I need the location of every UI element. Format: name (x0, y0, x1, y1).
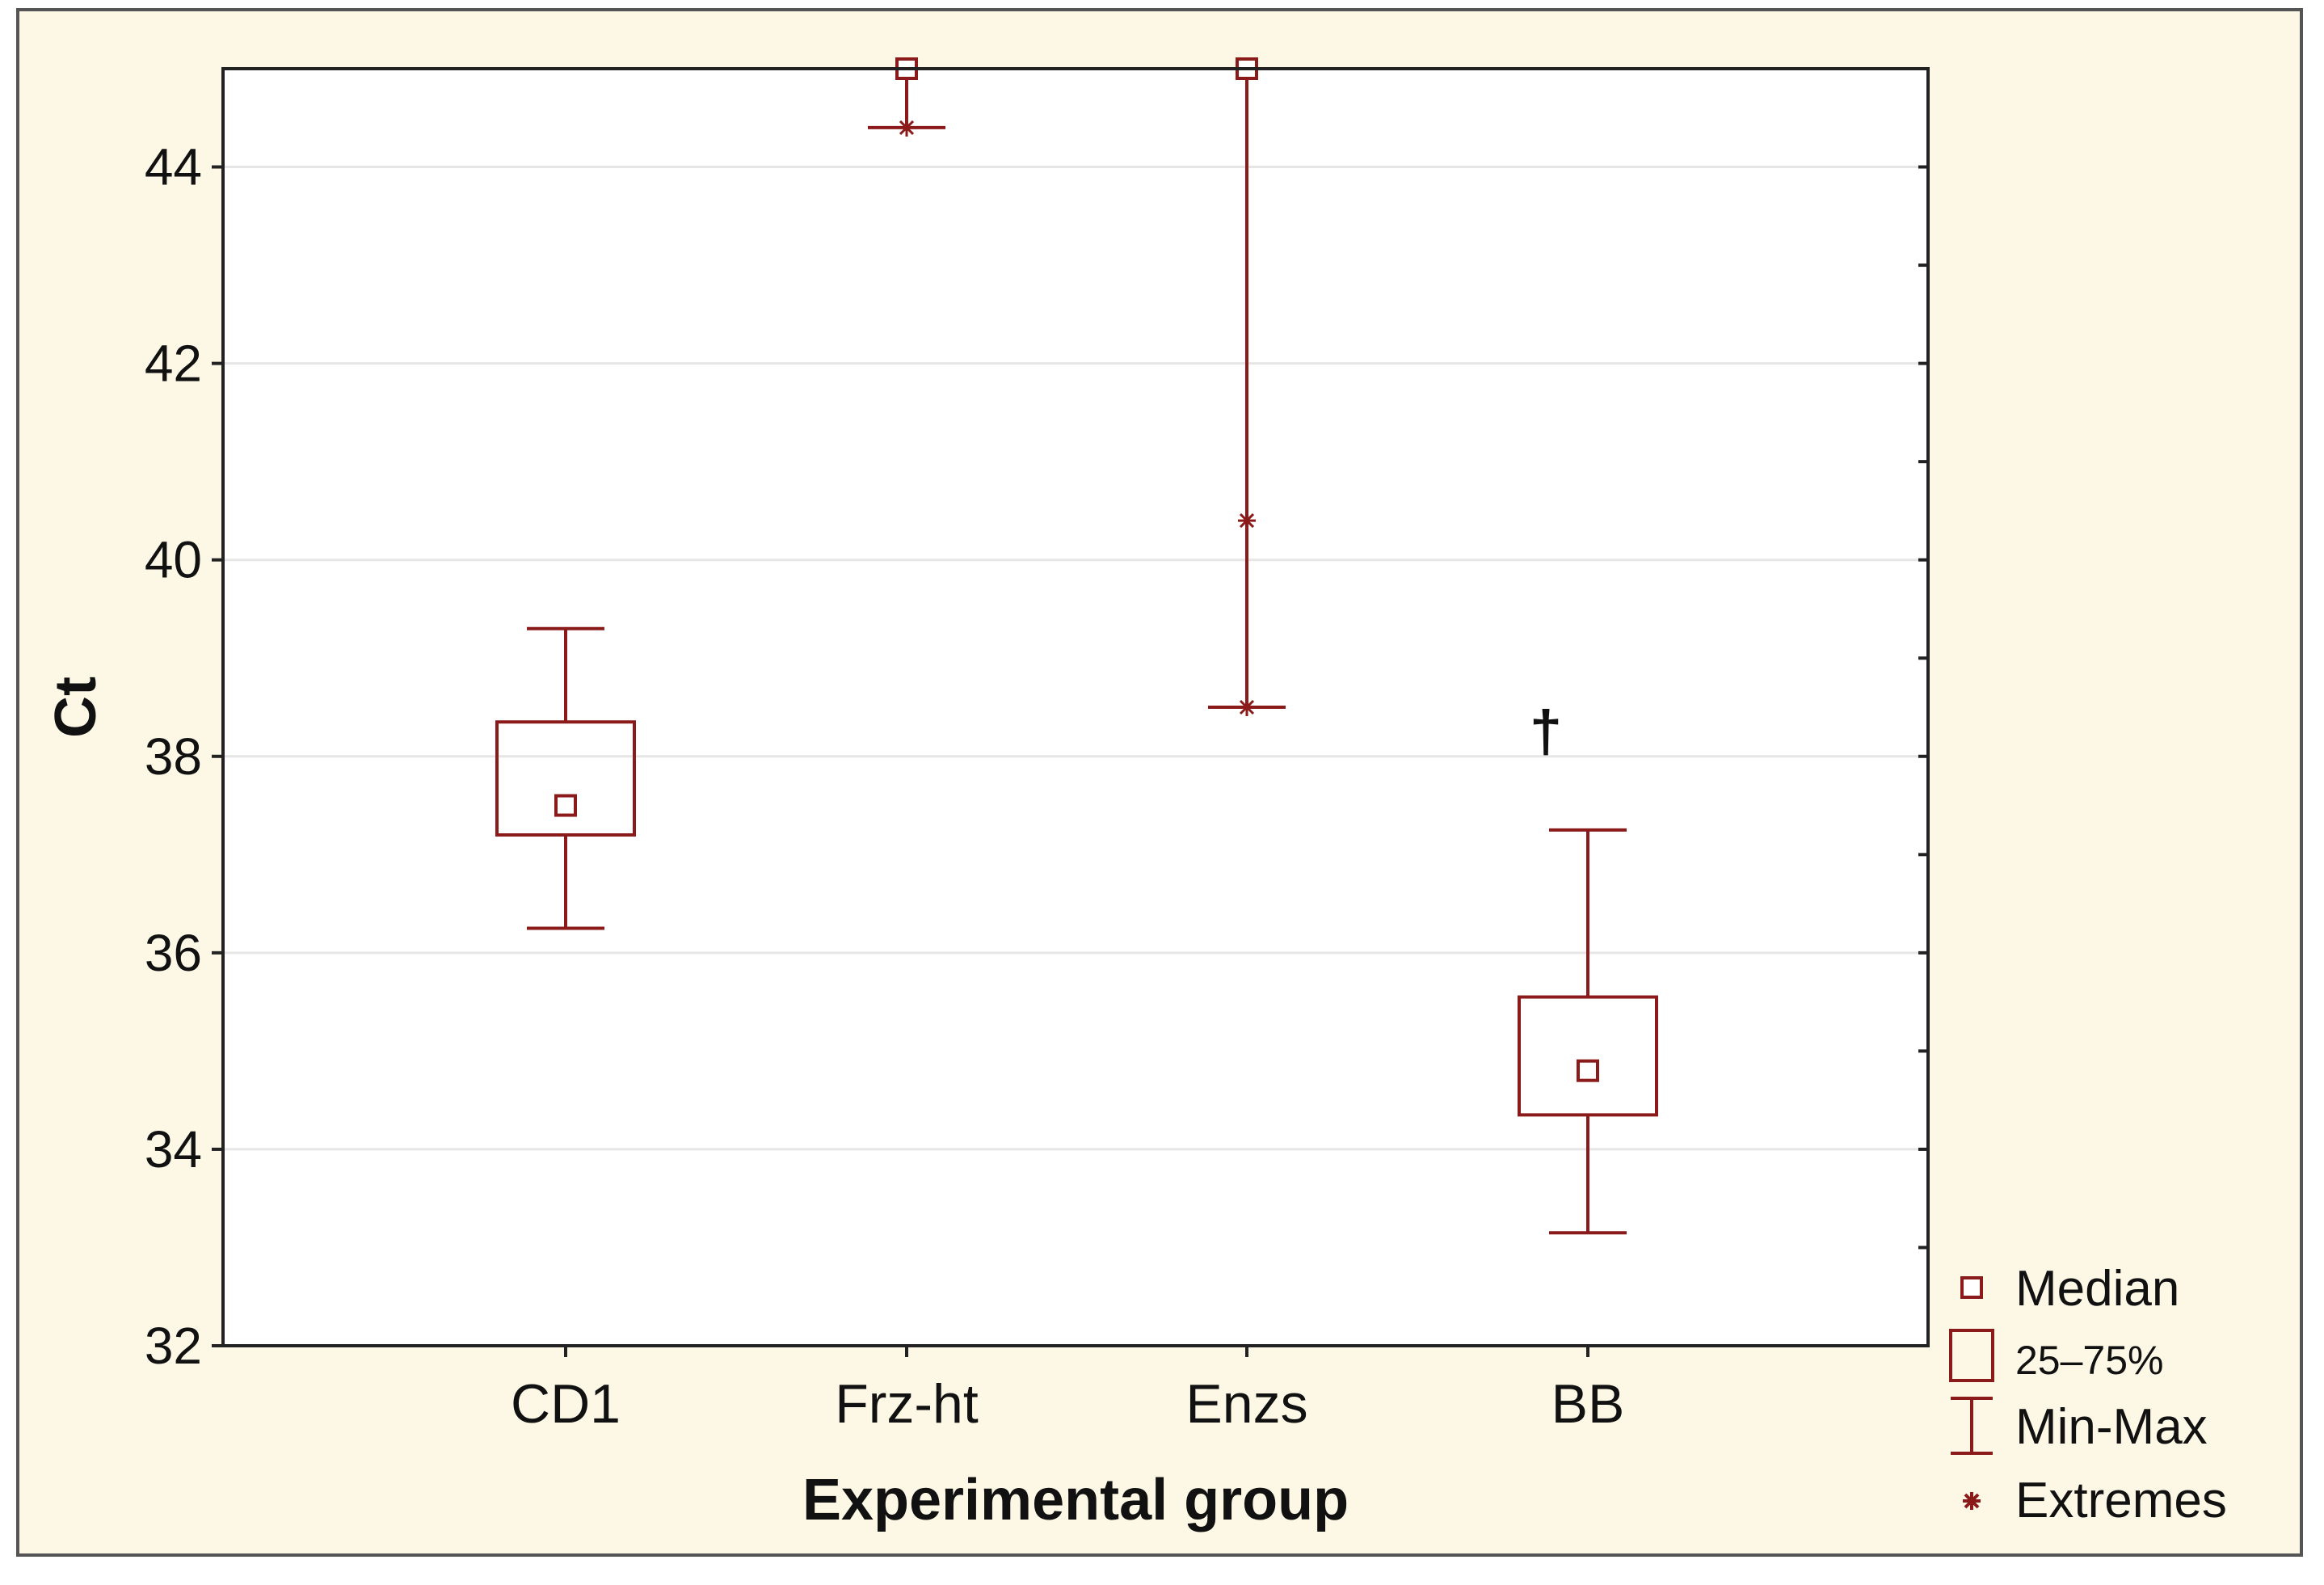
plot-frame (221, 67, 1930, 1347)
legend-whisker-symbol (1951, 1397, 1993, 1455)
y-tick-label: 36 (145, 924, 202, 982)
x-tick-label: Enzs (1185, 1373, 1307, 1435)
median-marker (554, 794, 577, 817)
y-tick-label: 42 (145, 335, 202, 393)
extreme-marker (898, 118, 916, 137)
extreme-marker (1238, 698, 1256, 716)
significance-dagger: † (1530, 699, 1562, 764)
boxplot-cd1 (495, 626, 636, 930)
y-tick-label: 40 (145, 531, 202, 589)
iqr-box (495, 720, 636, 837)
x-tick-label: BB (1551, 1373, 1625, 1435)
legend: Median 25–75% Min-Max Extremes (1949, 1261, 2227, 1528)
y-tick-label: 38 (145, 727, 202, 786)
y-axis-title: Ct (44, 677, 108, 738)
legend-label: 25–75% (2015, 1338, 2164, 1383)
legend-label: Median (2015, 1261, 2179, 1317)
x-axis-title: Experimental group (802, 1468, 1349, 1532)
median-marker (1577, 1059, 1599, 1082)
y-tick-label: 34 (145, 1120, 202, 1178)
y-tick-label: 32 (145, 1317, 202, 1375)
legend-median-symbol (1960, 1276, 1983, 1299)
x-tick-label: Frz-ht (835, 1373, 979, 1435)
legend-box-symbol (1949, 1329, 1994, 1382)
extreme-marker (1238, 512, 1256, 530)
boxplot-bb (1518, 828, 1658, 1235)
legend-label: Min-Max (2015, 1399, 2208, 1455)
iqr-box (1518, 995, 1658, 1117)
y-tick-label: 44 (145, 138, 202, 196)
legend-extreme-symbol (1963, 1492, 1981, 1510)
plot-area (223, 69, 1928, 1346)
legend-label: Extremes (2015, 1473, 2227, 1528)
x-tick-label: CD1 (511, 1373, 621, 1435)
